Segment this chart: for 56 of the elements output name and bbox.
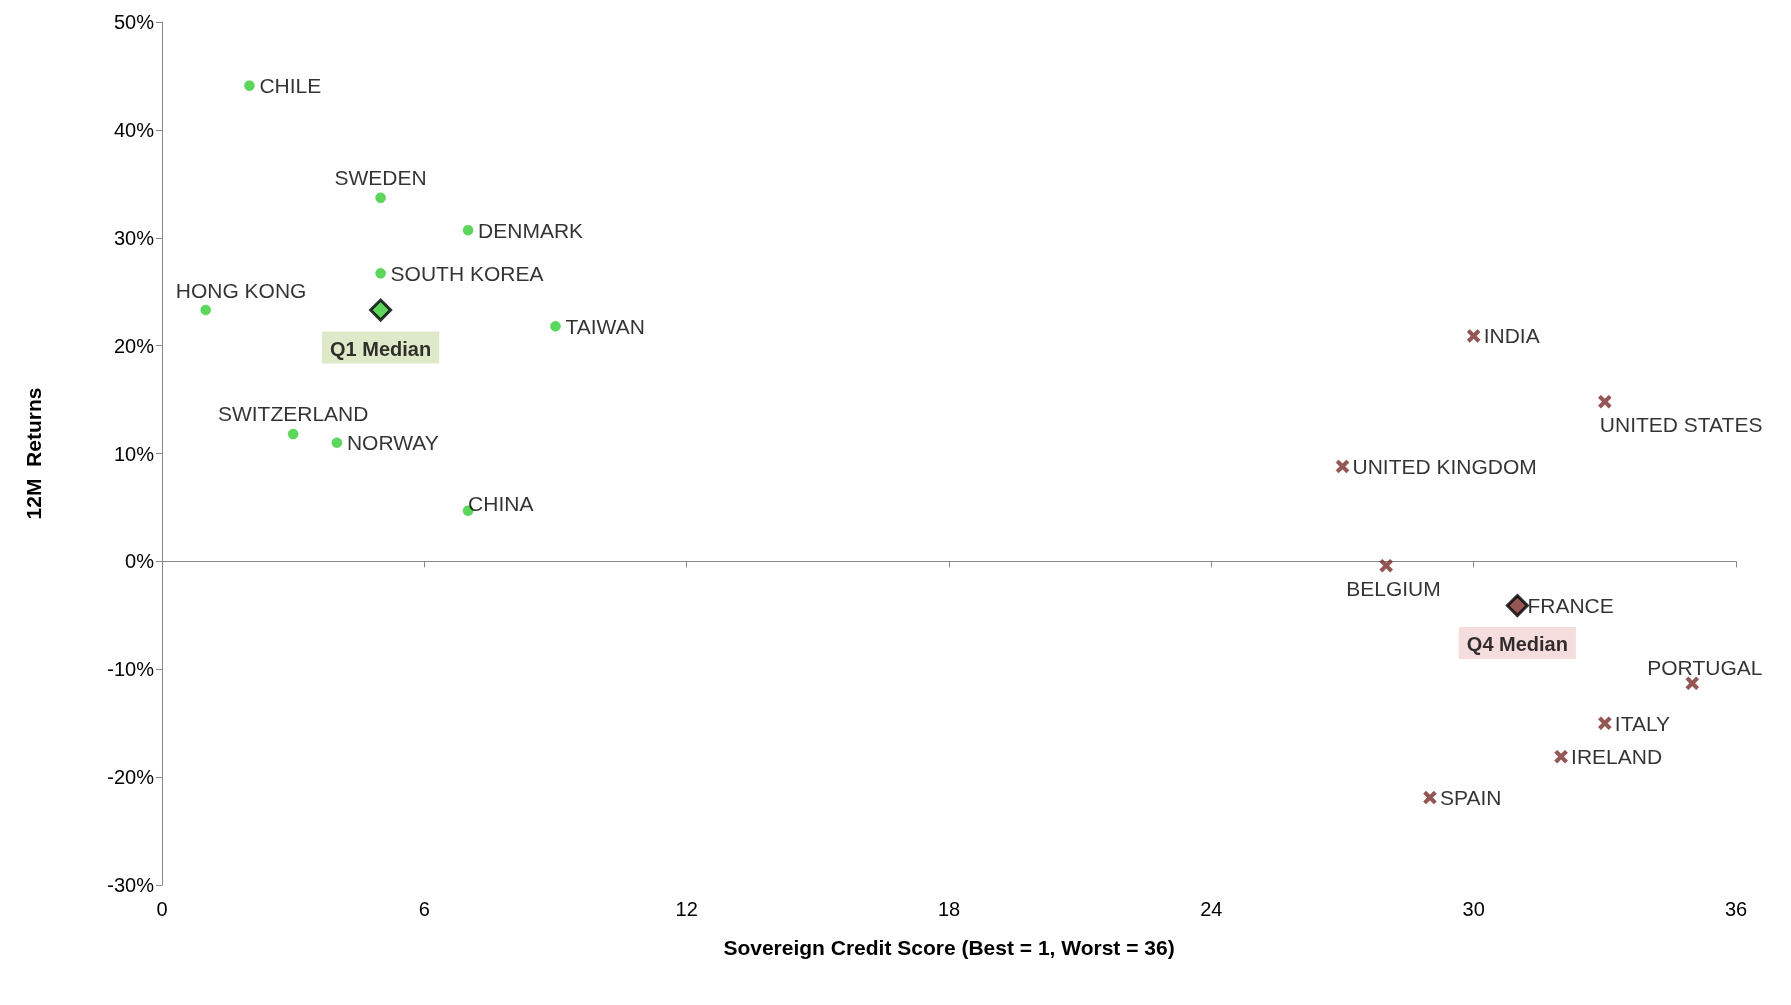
point xyxy=(375,192,386,204)
point xyxy=(1466,329,1481,343)
annotation: UNITED STATES xyxy=(1599,412,1763,436)
point xyxy=(1598,394,1612,409)
annotation: SPAIN xyxy=(1439,786,1502,810)
point xyxy=(1598,716,1612,730)
point xyxy=(1554,749,1568,764)
y-tick-label: 20% xyxy=(113,334,155,357)
annotation: INDIA xyxy=(1483,324,1540,348)
annotation: UNITED KINGDOM xyxy=(1352,454,1537,478)
x-tick-label: 30 xyxy=(1462,898,1485,920)
annotation: FRANCE xyxy=(1527,594,1614,618)
point xyxy=(369,298,393,322)
annotation: BELGIUM xyxy=(1346,576,1441,600)
x-tick-label: 0 xyxy=(156,898,168,920)
annotation: DENMARK xyxy=(478,218,584,242)
x-tick-label: 12 xyxy=(675,898,698,920)
point xyxy=(331,437,343,448)
annotation: CHINA xyxy=(468,491,534,515)
series-label: Q4 Median xyxy=(1466,633,1568,656)
annotation: HONG KONG xyxy=(175,279,307,303)
y-tick-label: 0% xyxy=(125,550,155,573)
x-tick-label: 24 xyxy=(1200,898,1223,920)
point xyxy=(200,304,211,316)
point xyxy=(462,224,474,236)
y-axis-title: 12M Returns xyxy=(22,387,45,520)
x-tick-label: 6 xyxy=(418,898,430,920)
y-tick-label: 50% xyxy=(113,11,155,33)
x-axis-title: Sovereign Credit Score (Best = 1, Worst = 36) xyxy=(723,936,1175,959)
point xyxy=(1685,676,1700,691)
annotation: IRELAND xyxy=(1571,745,1663,769)
annotation: SOUTH KOREA xyxy=(390,261,544,285)
point xyxy=(1423,790,1437,805)
point xyxy=(550,320,561,332)
annotation: ITALY xyxy=(1614,711,1671,735)
annotation: CHILE xyxy=(259,74,322,98)
x-tick-label: 36 xyxy=(1724,898,1748,920)
point xyxy=(244,80,255,91)
annotation: SWITZERLAND xyxy=(217,402,369,426)
x-tick-label: 18 xyxy=(937,898,961,920)
y-tick-label: 40% xyxy=(113,118,155,141)
y-tick-label: -20% xyxy=(107,766,155,789)
point xyxy=(287,428,299,440)
point xyxy=(1379,558,1393,573)
annotation: PORTUGAL xyxy=(1647,656,1763,680)
point xyxy=(375,268,386,279)
series-label: Q1 Median xyxy=(330,337,432,360)
point xyxy=(1335,459,1350,474)
annotation: SWEDEN xyxy=(334,165,427,189)
y-tick-label: -10% xyxy=(107,658,155,681)
y-tick-label: 10% xyxy=(113,442,155,465)
y-tick-label: 30% xyxy=(113,226,155,249)
annotation: NORWAY xyxy=(346,431,439,455)
point xyxy=(1505,594,1529,618)
y-tick-label: -30% xyxy=(107,874,155,896)
annotation: TAIWAN xyxy=(565,314,645,338)
